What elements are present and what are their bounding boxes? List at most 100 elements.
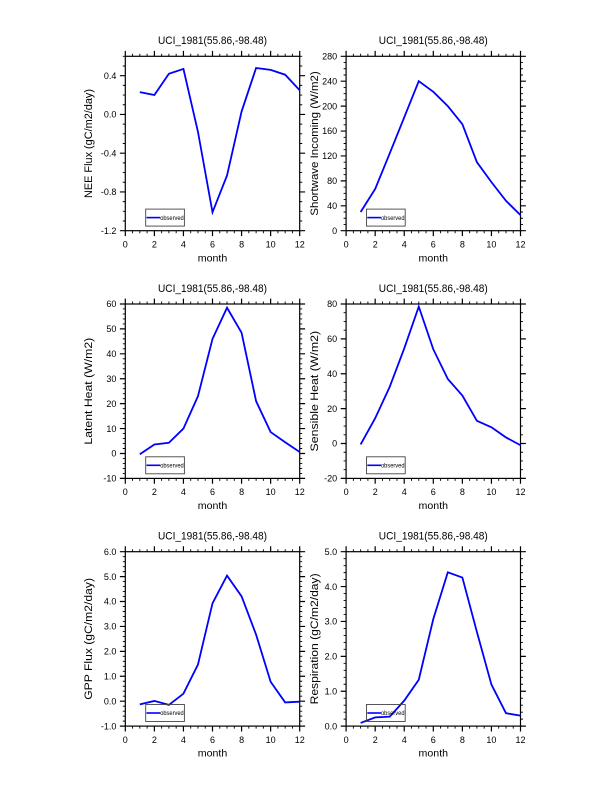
svg-text:40: 40	[106, 349, 116, 359]
svg-text:40: 40	[327, 201, 337, 211]
svg-text:3.0: 3.0	[325, 617, 338, 627]
svg-text:12: 12	[515, 735, 525, 745]
svg-text:month: month	[198, 500, 228, 512]
svg-text:12: 12	[295, 487, 305, 497]
svg-text:10: 10	[266, 487, 276, 497]
svg-text:NEE Flux (gC/m2/day): NEE Flux (gC/m2/day)	[83, 89, 95, 198]
svg-text:1.0: 1.0	[104, 672, 117, 682]
svg-text:month: month	[198, 252, 228, 264]
svg-text:0: 0	[123, 735, 128, 745]
svg-text:observed: observed	[160, 464, 184, 470]
svg-text:4.0: 4.0	[104, 597, 117, 607]
svg-text:120: 120	[322, 151, 337, 161]
svg-text:-10: -10	[103, 474, 116, 484]
svg-text:200: 200	[322, 101, 337, 111]
svg-text:12: 12	[515, 487, 525, 497]
svg-text:10: 10	[486, 487, 496, 497]
svg-text:-0.8: -0.8	[101, 187, 117, 197]
svg-text:2: 2	[373, 735, 378, 745]
svg-text:-20: -20	[324, 474, 337, 484]
svg-text:6: 6	[431, 487, 436, 497]
svg-text:observed: observed	[381, 216, 405, 222]
svg-text:Sensible Heat (W/m2): Sensible Heat (W/m2)	[309, 331, 321, 452]
svg-text:UCI_1981(55.86,-98.48): UCI_1981(55.86,-98.48)	[379, 531, 488, 543]
svg-text:0: 0	[123, 240, 128, 250]
svg-text:6: 6	[210, 735, 215, 745]
svg-text:0.0: 0.0	[104, 696, 117, 706]
svg-text:280: 280	[322, 52, 337, 62]
svg-text:month: month	[419, 500, 449, 512]
svg-text:240: 240	[322, 76, 337, 86]
svg-text:-0.4: -0.4	[101, 148, 117, 158]
svg-text:8: 8	[239, 240, 244, 250]
svg-text:0: 0	[344, 735, 349, 745]
svg-text:2.0: 2.0	[325, 652, 338, 662]
svg-text:0: 0	[332, 226, 337, 236]
svg-text:160: 160	[322, 126, 337, 136]
svg-text:0: 0	[332, 439, 337, 449]
svg-text:8: 8	[460, 735, 465, 745]
svg-text:4: 4	[402, 735, 407, 745]
svg-text:GPP Flux (gC/m2/day): GPP Flux (gC/m2/day)	[83, 578, 95, 700]
svg-text:30: 30	[106, 374, 116, 384]
svg-text:8: 8	[460, 240, 465, 250]
svg-text:4.0: 4.0	[325, 582, 338, 592]
svg-text:2: 2	[152, 487, 157, 497]
svg-text:Latent Heat (W/m2): Latent Heat (W/m2)	[83, 338, 95, 445]
svg-text:10: 10	[486, 735, 496, 745]
svg-text:month: month	[419, 252, 449, 264]
svg-text:20: 20	[327, 404, 337, 414]
svg-text:UCI_1981(55.86,-98.48): UCI_1981(55.86,-98.48)	[158, 531, 267, 543]
svg-text:60: 60	[106, 299, 116, 309]
svg-text:month: month	[419, 748, 449, 760]
svg-text:40: 40	[327, 369, 337, 379]
svg-text:observed: observed	[160, 216, 184, 222]
svg-text:4: 4	[402, 240, 407, 250]
svg-text:12: 12	[515, 240, 525, 250]
svg-text:5.0: 5.0	[104, 572, 117, 582]
svg-text:2: 2	[373, 240, 378, 250]
svg-text:10: 10	[106, 424, 116, 434]
svg-text:UCI_1981(55.86,-98.48): UCI_1981(55.86,-98.48)	[379, 35, 488, 47]
svg-text:6: 6	[210, 240, 215, 250]
svg-text:8: 8	[460, 487, 465, 497]
svg-text:4: 4	[402, 487, 407, 497]
svg-text:80: 80	[327, 299, 337, 309]
svg-text:4: 4	[181, 735, 186, 745]
svg-text:80: 80	[327, 176, 337, 186]
svg-text:UCI_1981(55.86,-98.48): UCI_1981(55.86,-98.48)	[379, 283, 488, 295]
svg-text:2: 2	[373, 487, 378, 497]
svg-text:-1.2: -1.2	[101, 226, 117, 236]
svg-text:0.0: 0.0	[104, 110, 117, 120]
svg-text:4: 4	[181, 240, 186, 250]
svg-text:5.0: 5.0	[325, 547, 338, 557]
svg-text:8: 8	[239, 487, 244, 497]
svg-text:12: 12	[295, 735, 305, 745]
svg-text:6: 6	[431, 240, 436, 250]
svg-text:Shortwave Incoming (W/m2): Shortwave Incoming (W/m2)	[309, 71, 321, 215]
svg-text:observed: observed	[160, 711, 184, 717]
svg-text:Respiration (gC/m2/day): Respiration (gC/m2/day)	[309, 573, 321, 704]
svg-text:50: 50	[106, 324, 116, 334]
svg-text:-1.0: -1.0	[101, 721, 117, 731]
svg-text:4: 4	[181, 487, 186, 497]
svg-text:month: month	[198, 748, 228, 760]
svg-text:2: 2	[152, 735, 157, 745]
svg-text:0: 0	[111, 449, 116, 459]
svg-text:60: 60	[327, 334, 337, 344]
svg-text:3.0: 3.0	[104, 622, 117, 632]
svg-text:observed: observed	[381, 464, 405, 470]
svg-text:2: 2	[152, 240, 157, 250]
svg-text:10: 10	[266, 735, 276, 745]
svg-text:0.4: 0.4	[104, 71, 117, 81]
svg-text:UCI_1981(55.86,-98.48): UCI_1981(55.86,-98.48)	[158, 283, 267, 295]
svg-text:1.0: 1.0	[325, 686, 338, 696]
svg-text:0.0: 0.0	[325, 721, 338, 731]
svg-text:8: 8	[239, 735, 244, 745]
svg-text:0: 0	[123, 487, 128, 497]
svg-text:observed: observed	[381, 711, 405, 717]
svg-text:20: 20	[106, 399, 116, 409]
svg-text:12: 12	[295, 240, 305, 250]
svg-text:0: 0	[344, 240, 349, 250]
svg-text:2.0: 2.0	[104, 647, 117, 657]
